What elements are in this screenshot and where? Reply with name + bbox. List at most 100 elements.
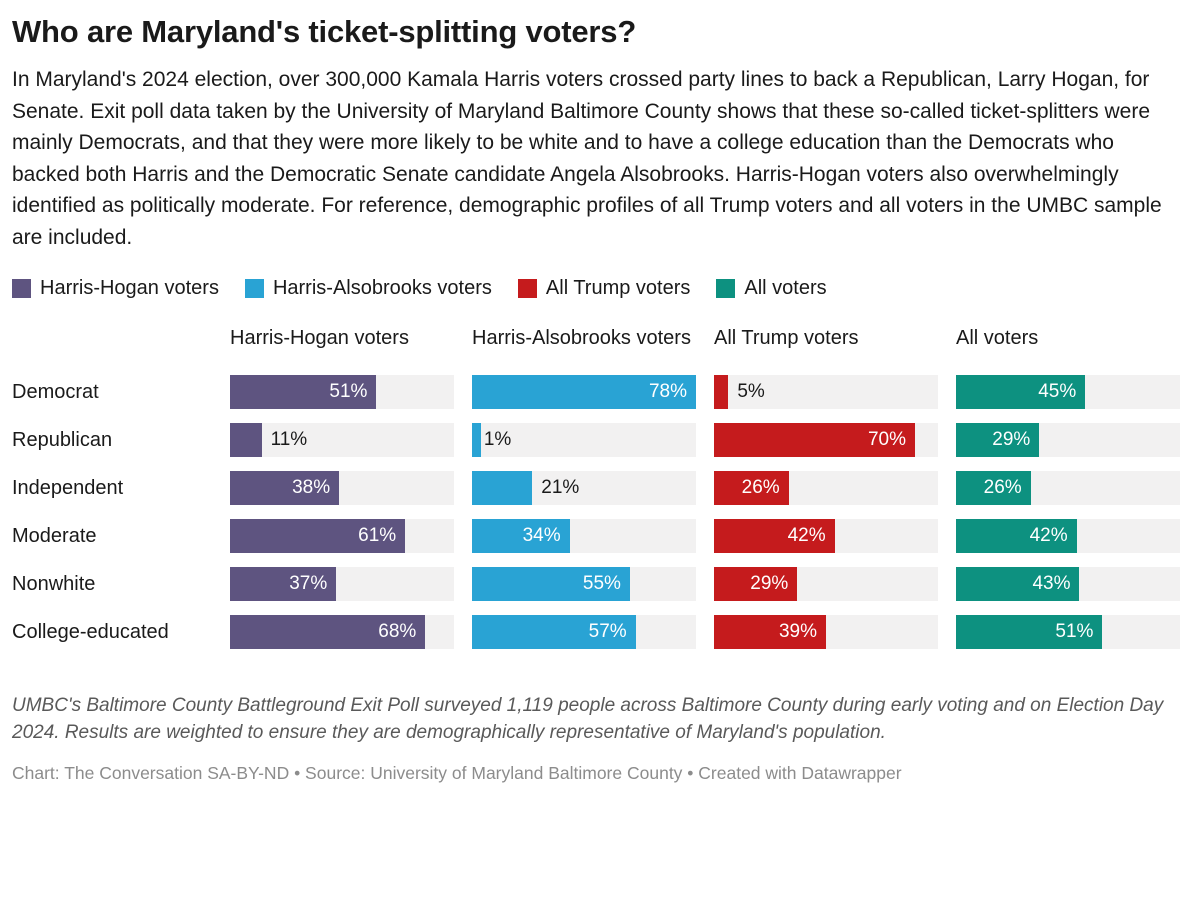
bar-track: 45% <box>956 375 1180 409</box>
legend-swatch <box>517 279 537 298</box>
bar-fill: 26% <box>956 471 1031 505</box>
bar-track: 51% <box>230 375 454 409</box>
row-label: Democrat <box>12 380 99 403</box>
bar-value-label: 68% <box>378 621 417 642</box>
bar-value-label: 37% <box>289 573 328 594</box>
bar-chart: Harris-Hogan voters Harris-Alsobrooks vot… <box>12 326 1180 649</box>
bar-track: 1% <box>472 423 696 457</box>
bar-track: 38% <box>230 471 454 505</box>
bar-value-label: 39% <box>778 621 817 642</box>
row-label: Independent <box>12 476 124 499</box>
bar-fill: 55% <box>472 567 630 601</box>
bar-track: 42% <box>956 519 1180 553</box>
bar-track: 29% <box>714 567 938 601</box>
bar-value-label: 42% <box>787 525 826 546</box>
legend-item: All voters <box>716 277 827 300</box>
bar-track: 61% <box>230 519 454 553</box>
legend-item: Harris-Alsobrooks voters <box>244 277 492 300</box>
chart-description: In Maryland's 2024 election, over 300,00… <box>12 68 1162 249</box>
chart-footnote: UMBC's Baltimore County Battleground Exi… <box>12 695 1164 743</box>
bar-value-label: 29% <box>750 573 789 594</box>
legend-swatch <box>716 279 736 298</box>
bar-track: 5% <box>714 375 938 409</box>
bar-track: 55% <box>472 567 696 601</box>
bar-fill <box>472 471 533 505</box>
bar-value-label: 51% <box>329 381 368 402</box>
column-header: Harris-Alsobrooks voters <box>472 327 691 349</box>
bar-value-label: 1% <box>483 429 512 450</box>
bar-value-label: 11% <box>270 429 308 450</box>
bar-value-label: 26% <box>741 477 780 498</box>
bar-fill: 37% <box>230 567 337 601</box>
bar-value-label: 26% <box>983 477 1022 498</box>
bar-fill: 39% <box>714 615 826 649</box>
bar-value-label: 21% <box>541 477 580 498</box>
column-header: Harris-Hogan voters <box>230 327 409 349</box>
bar-track: 70% <box>714 423 938 457</box>
legend-label: All voters <box>744 277 827 299</box>
legend-label: Harris-Hogan voters <box>40 277 219 299</box>
bar-value-label: 5% <box>737 381 765 402</box>
bar-value-label: 70% <box>867 429 907 450</box>
column-header-spacer <box>12 351 212 361</box>
bar-track: 26% <box>714 471 938 505</box>
legend-item: All Trump voters <box>517 277 691 300</box>
bar-fill: 26% <box>714 471 789 505</box>
bar-fill <box>230 423 262 457</box>
row-label: College-educated <box>12 620 169 643</box>
legend-label: Harris-Alsobrooks voters <box>272 277 492 299</box>
row-label: Moderate <box>12 524 97 547</box>
bar-track: 34% <box>472 519 696 553</box>
chart-title: Who are Maryland's ticket-splitting vote… <box>12 14 637 49</box>
bar-track: 11% <box>230 423 454 457</box>
bar-track: 68% <box>230 615 454 649</box>
bar-track: 57% <box>472 615 696 649</box>
bar-track: 78% <box>472 375 696 409</box>
bar-fill: 51% <box>230 375 377 409</box>
bar-fill: 29% <box>714 567 798 601</box>
bar-track: 42% <box>714 519 938 553</box>
bar-fill: 70% <box>714 423 916 457</box>
bar-fill: 34% <box>472 519 570 553</box>
bar-fill: 78% <box>472 375 696 409</box>
bar-fill: 42% <box>956 519 1077 553</box>
bar-value-label: 51% <box>1055 621 1094 642</box>
bar-track: 39% <box>714 615 938 649</box>
column-header: All Trump voters <box>714 327 859 349</box>
row-label: Republican <box>12 428 113 451</box>
bar-fill: 61% <box>230 519 406 553</box>
bar-fill: 43% <box>956 567 1080 601</box>
bar-track: 43% <box>956 567 1180 601</box>
legend-swatch <box>12 279 31 298</box>
bar-value-label: 78% <box>648 381 687 402</box>
bar-fill: 29% <box>956 423 1040 457</box>
bar-fill <box>472 423 481 457</box>
bar-track: 26% <box>956 471 1180 505</box>
bar-value-label: 61% <box>358 525 397 546</box>
bar-value-label: 29% <box>992 429 1031 450</box>
bar-fill: 45% <box>956 375 1086 409</box>
legend: Harris-Hogan voters Harris-Alsobrooks vot… <box>12 277 1180 300</box>
bar-value-label: 43% <box>1032 573 1071 594</box>
bar-value-label: 34% <box>522 525 561 546</box>
column-header: All voters <box>956 327 1039 349</box>
legend-swatch <box>244 279 264 298</box>
legend-label: All Trump voters <box>545 277 691 299</box>
bar-value-label: 45% <box>1038 381 1077 402</box>
row-label: Nonwhite <box>12 572 96 595</box>
bar-track: 51% <box>956 615 1180 649</box>
bar-value-label: 55% <box>582 573 621 594</box>
bar-value-label: 38% <box>292 477 331 498</box>
bar-fill: 38% <box>230 471 340 505</box>
bar-value-label: 42% <box>1029 525 1068 546</box>
bar-fill: 57% <box>472 615 636 649</box>
legend-item: Harris-Hogan voters <box>12 277 219 300</box>
bar-fill: 42% <box>714 519 835 553</box>
bar-value-label: 57% <box>588 621 627 642</box>
chart-credits: Chart: The Conversation SA-BY-ND • Sourc… <box>12 762 902 783</box>
bar-fill <box>714 375 729 409</box>
bar-track: 37% <box>230 567 454 601</box>
bar-track: 29% <box>956 423 1180 457</box>
bar-fill: 51% <box>956 615 1103 649</box>
